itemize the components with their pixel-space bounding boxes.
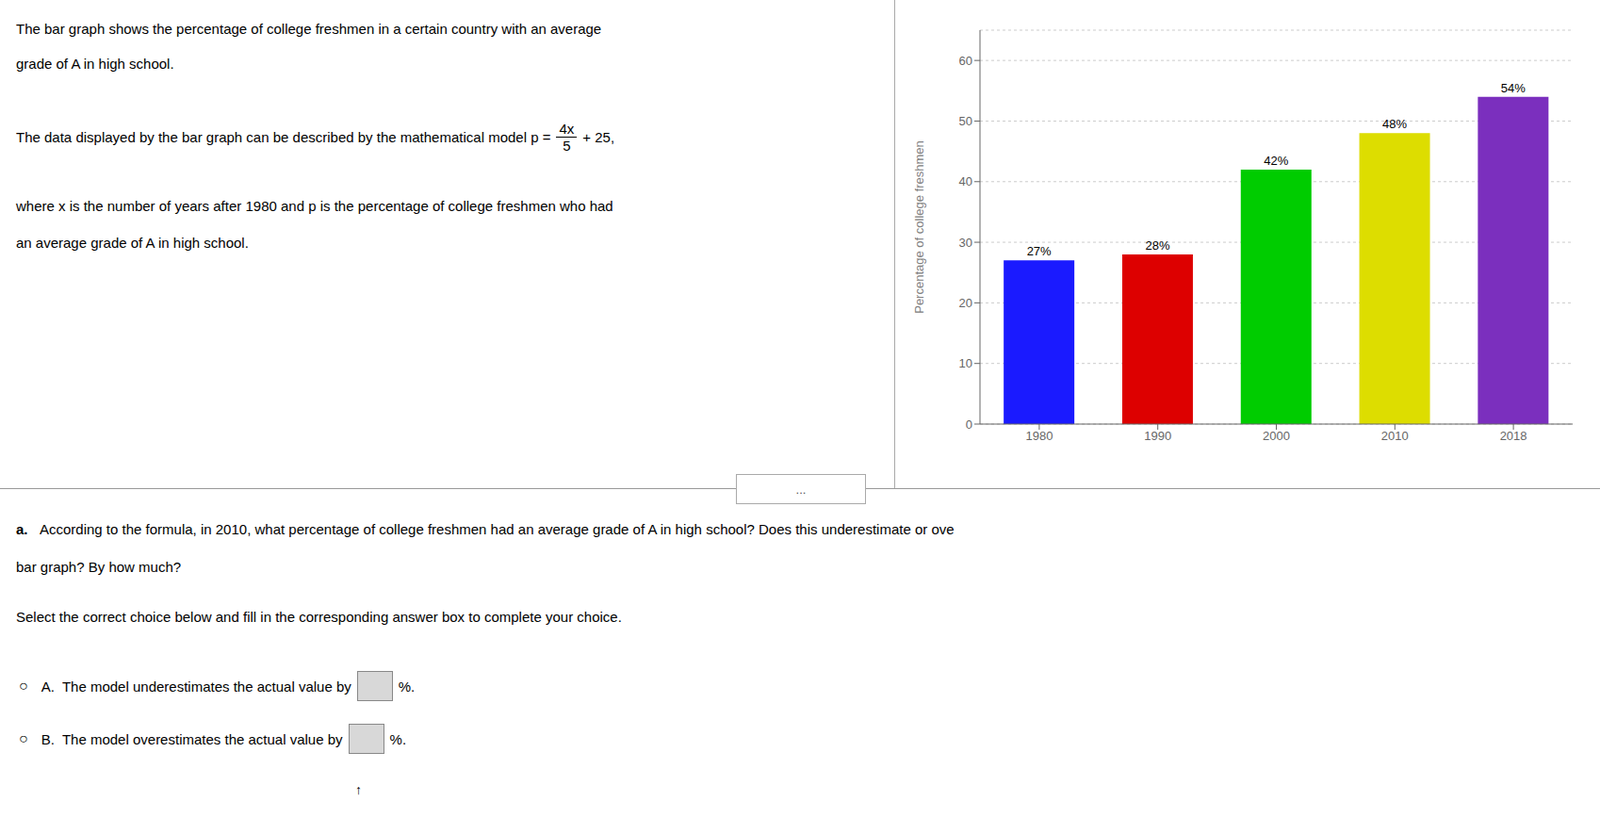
svg-text:2018: 2018 (1500, 428, 1528, 443)
html-text:Select the correct choice belo: Select the correct choice below and fill… (16, 608, 622, 625)
svg-text:20: 20 (959, 295, 973, 311)
html-text:The data displayed by the bar: The data displayed by the bar graph can … (16, 129, 551, 146)
svg-text:60: 60 (959, 53, 973, 68)
svg-text:54%: 54% (1501, 81, 1526, 96)
html-text:5: 5 (562, 137, 571, 154)
svg-text:42%: 42% (1263, 153, 1289, 168)
svg-text:0: 0 (965, 417, 973, 432)
svg-text:30: 30 (959, 235, 973, 250)
svg-text:27%: 27% (1027, 244, 1052, 259)
html-text:According to the formula, in 2: According to the formula, in 2010, what … (39, 521, 955, 538)
svg-text:48%: 48% (1382, 116, 1407, 131)
svg-text:2000: 2000 (1262, 428, 1290, 443)
html-text:grade of A in high school.: grade of A in high school. (16, 55, 174, 72)
svg-text:40: 40 (959, 174, 973, 189)
svg-text:28%: 28% (1144, 238, 1170, 253)
svg-text:10: 10 (959, 356, 973, 371)
html-text:where x is the number of years: where x is the number of years after 198… (16, 197, 614, 214)
svg-text:1990: 1990 (1143, 428, 1172, 443)
html-text:bar graph? By how much?: bar graph? By how much? (16, 558, 182, 575)
html-text:4x: 4x (559, 120, 575, 137)
svg-text:1980: 1980 (1025, 428, 1053, 443)
html-text:an average grade of A in high: an average grade of A in high school. (16, 234, 249, 251)
svg-text:50: 50 (959, 114, 973, 129)
html-text:The bar graph shows the percen: The bar graph shows the percentage of co… (16, 20, 602, 37)
html-text:+ 25,: + 25, (582, 129, 615, 146)
html-text:B. The model overestimates the: B. The model overestimates the actual va… (41, 730, 343, 747)
svg-text:2010: 2010 (1381, 428, 1409, 443)
svg-text:Percentage of college freshmen: Percentage of college freshmen (912, 140, 927, 314)
html-text:A. The model underestimates th: A. The model underestimates the actual v… (41, 677, 352, 694)
html-text:a.: a. (16, 521, 28, 538)
